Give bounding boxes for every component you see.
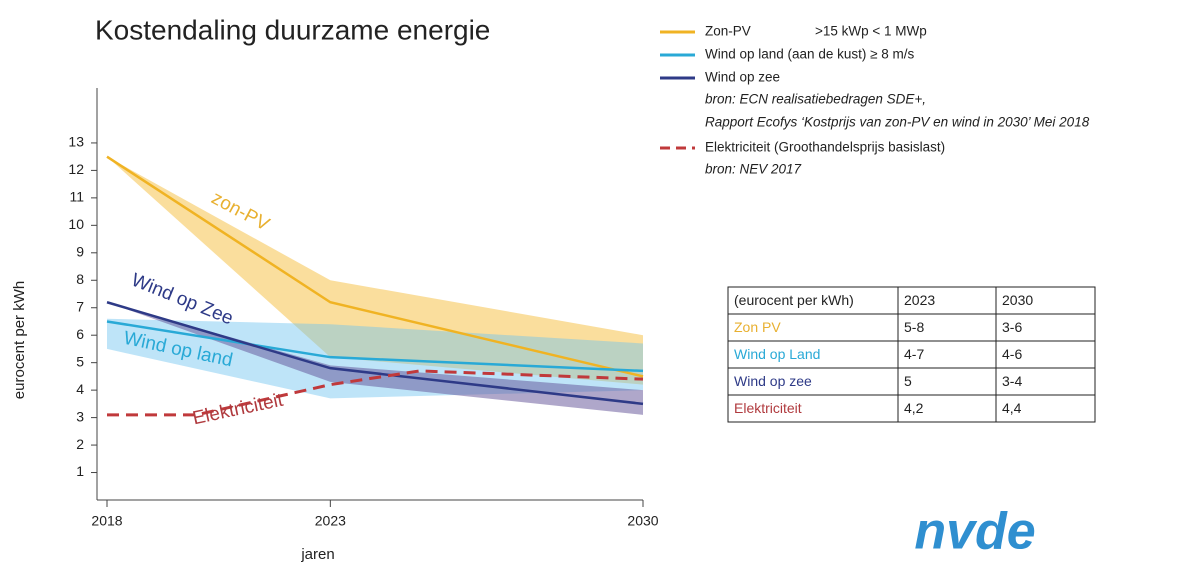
y-tick-label: 2	[76, 436, 84, 452]
table-cell: Zon PV	[734, 319, 781, 335]
y-tick-label: 10	[68, 216, 84, 232]
y-tick-label: 12	[68, 161, 84, 177]
legend-text: Rapport Ecofys ‘Kostprijs van zon-PV en …	[705, 115, 1090, 130]
series-line	[107, 369, 644, 417]
legend-text: Wind op zee	[705, 70, 780, 85]
series-line	[106, 155, 644, 378]
table-cell: 4-6	[1002, 346, 1022, 362]
legend-text: Elektriciteit (Groothandelsprijs basisla…	[705, 140, 945, 155]
legend-text: Zon-PV	[705, 24, 751, 39]
table-cell: 3-6	[1002, 319, 1022, 335]
y-tick-label: 7	[76, 298, 84, 314]
y-tick-label: 3	[76, 408, 84, 424]
x-tick-label: 2018	[91, 513, 122, 529]
table-cell: 3-4	[1002, 373, 1022, 389]
table-cell: 4,4	[1002, 400, 1022, 416]
table-cell: 4,2	[904, 400, 924, 416]
table-header: (eurocent per kWh)	[734, 292, 854, 308]
series-line	[106, 301, 644, 406]
table-cell: 5-8	[904, 319, 924, 335]
table-cell: Wind op Land	[734, 346, 820, 362]
y-tick-label: 1	[76, 463, 84, 479]
annotation: Elektriciteit	[191, 390, 286, 430]
x-tick-label: 2030	[627, 513, 658, 529]
y-tick-label: 8	[76, 271, 84, 287]
logo: nvde	[914, 503, 1035, 561]
y-tick-label: 13	[68, 134, 84, 150]
table-cell: 5	[904, 373, 912, 389]
y-tick-label: 4	[76, 381, 84, 397]
table-border	[727, 286, 1096, 423]
chart-title: Kostendaling duurzame energie	[95, 14, 490, 45]
legend-text: bron: ECN realisatiebedragen SDE+,	[705, 92, 926, 107]
legend-text: >15 kWp < 1 MWp	[815, 24, 927, 39]
range-band	[107, 302, 643, 415]
range-band	[107, 156, 643, 385]
y-axis-label: eurocent per kWh	[11, 281, 28, 399]
y-tick-label: 6	[76, 326, 84, 342]
table-header: 2030	[1002, 292, 1033, 308]
series-line	[106, 320, 644, 373]
table-cell: Elektriciteit	[734, 400, 802, 416]
y-tick-label: 11	[69, 189, 84, 205]
legend-text: bron: NEV 2017	[705, 162, 802, 177]
legend-text: Wind op land (aan de kust) ≥ 8 m/s	[705, 47, 915, 62]
table-header: 2023	[904, 292, 935, 308]
y-tick-label: 9	[76, 244, 84, 260]
table-cell: Wind op zee	[734, 373, 812, 389]
y-tick-label: 5	[76, 353, 84, 369]
x-axis-label: jaren	[300, 546, 334, 563]
x-tick-label: 2023	[315, 513, 346, 529]
table-cell: 4-7	[904, 346, 924, 362]
